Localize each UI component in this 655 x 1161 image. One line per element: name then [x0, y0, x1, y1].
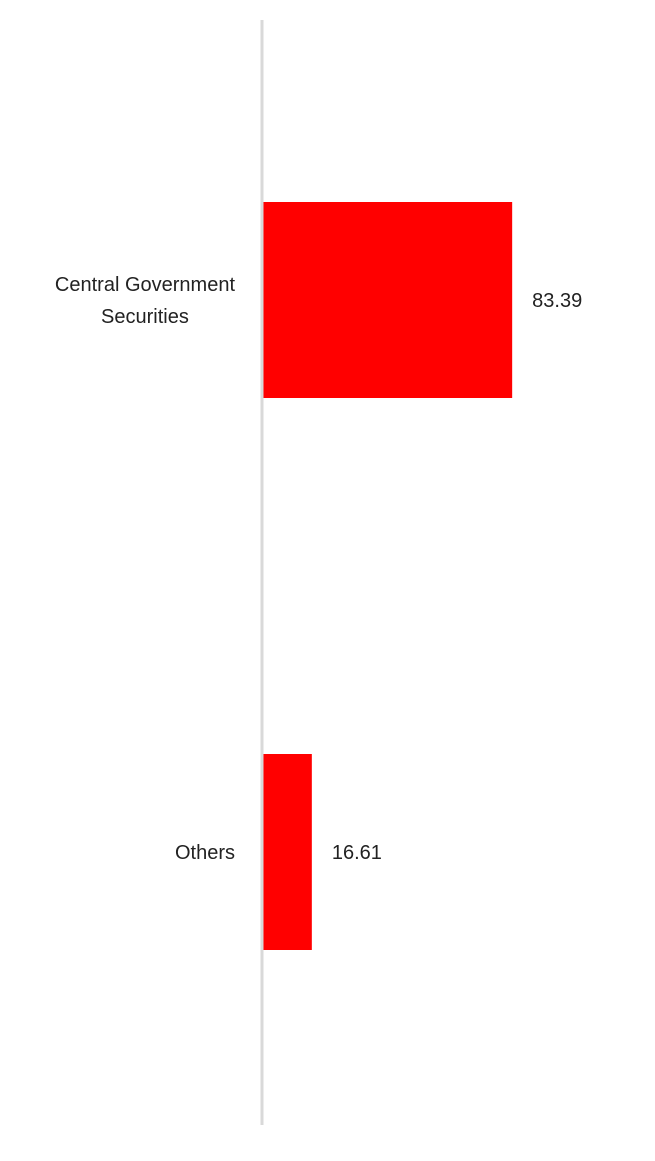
bar-0 — [262, 202, 513, 398]
category-label-1-line-0: Others — [175, 842, 235, 864]
value-labels-group: 83.39 16.61 — [332, 290, 582, 864]
value-label-1: 16.61 — [332, 842, 382, 864]
bars-group — [262, 202, 513, 950]
value-label-0: 83.39 — [532, 290, 582, 312]
category-label-1: Others — [175, 842, 235, 864]
category-labels-group: Central Government Securities Others — [55, 274, 236, 864]
category-label-0-line-1: Securities — [101, 306, 189, 328]
category-label-0: Central Government Securities — [55, 274, 236, 328]
category-label-0-line-0: Central Government — [55, 274, 236, 296]
bar-1 — [262, 754, 312, 950]
